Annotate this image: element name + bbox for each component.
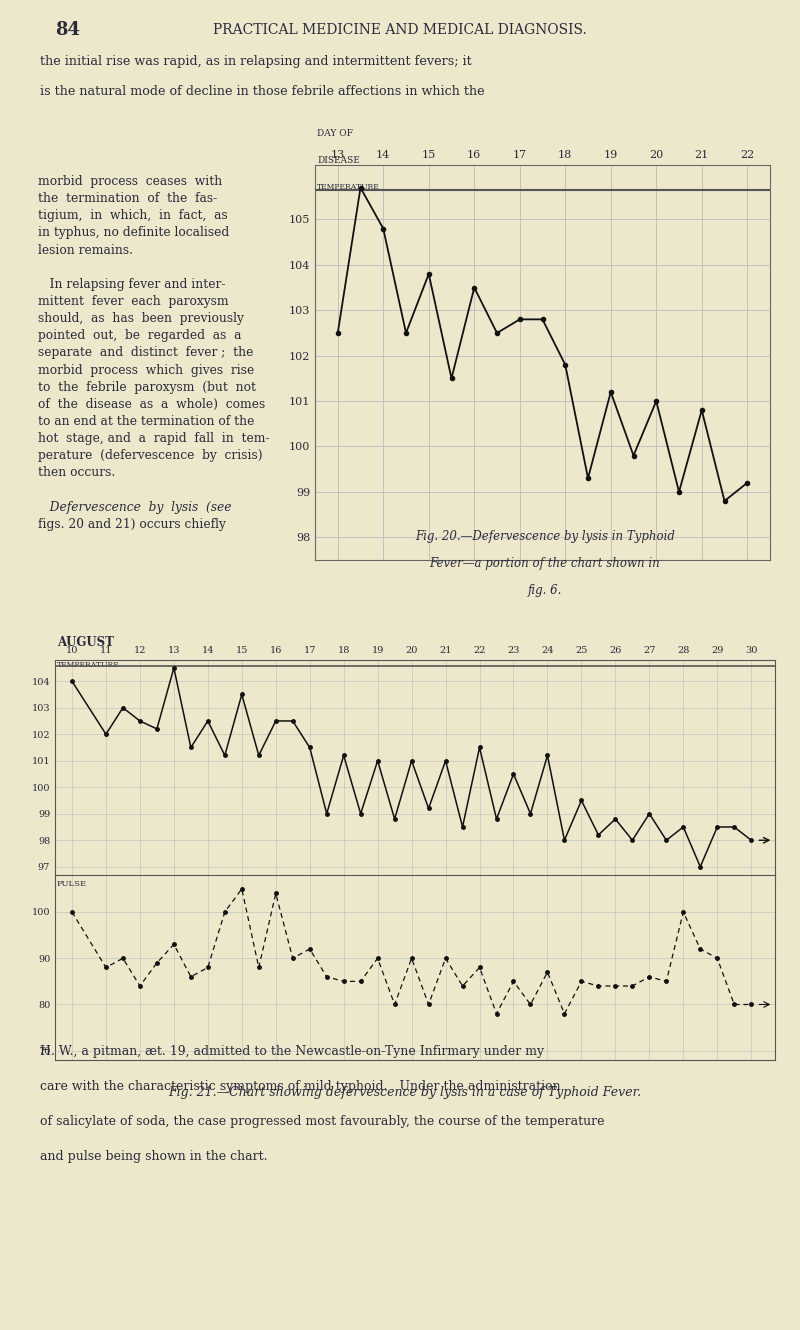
Text: morbid  process  which  gives  rise: morbid process which gives rise bbox=[38, 363, 254, 376]
Text: DISEASE: DISEASE bbox=[318, 156, 360, 165]
Text: of salicylate of soda, the case progressed most favourably, the course of the te: of salicylate of soda, the case progress… bbox=[40, 1115, 605, 1128]
Text: and pulse being shown in the chart.: and pulse being shown in the chart. bbox=[40, 1150, 267, 1164]
Text: to an end at the termination of the: to an end at the termination of the bbox=[38, 415, 254, 428]
Text: In relapsing fever and inter-: In relapsing fever and inter- bbox=[38, 278, 226, 291]
Text: PRACTICAL MEDICINE AND MEDICAL DIAGNOSIS.: PRACTICAL MEDICINE AND MEDICAL DIAGNOSIS… bbox=[213, 23, 587, 37]
Text: of  the  disease  as  a  whole)  comes: of the disease as a whole) comes bbox=[38, 398, 266, 411]
Text: 84: 84 bbox=[55, 21, 80, 39]
Text: the initial rise was rapid, as in relapsing and intermittent fevers; it: the initial rise was rapid, as in relaps… bbox=[40, 55, 472, 68]
Text: tigium,  in  which,  in  fact,  as: tigium, in which, in fact, as bbox=[38, 209, 228, 222]
Text: to  the  febrile  paroxysm  (but  not: to the febrile paroxysm (but not bbox=[38, 380, 256, 394]
Text: fig. 6.: fig. 6. bbox=[528, 584, 562, 597]
Text: H. W., a pitman, æt. 19, admitted to the Newcastle-on-Tyne Infirmary under my: H. W., a pitman, æt. 19, admitted to the… bbox=[40, 1045, 544, 1057]
Text: perature  (defervescence  by  crisis): perature (defervescence by crisis) bbox=[38, 450, 262, 463]
Text: figs. 20 and 21) occurs chiefly: figs. 20 and 21) occurs chiefly bbox=[38, 517, 226, 531]
Text: Fever—a portion of the chart shown in: Fever—a portion of the chart shown in bbox=[430, 557, 660, 571]
Text: Fig. 20.—Defervescence by lysis in Typhoid: Fig. 20.—Defervescence by lysis in Typho… bbox=[415, 529, 675, 543]
Text: care with the characteristic symptoms of mild typhoid.   Under the administratio: care with the characteristic symptoms of… bbox=[40, 1080, 561, 1093]
Text: morbid  process  ceases  with: morbid process ceases with bbox=[38, 176, 222, 188]
Text: should,  as  has  been  previously: should, as has been previously bbox=[38, 313, 244, 325]
Text: then occurs.: then occurs. bbox=[38, 467, 115, 479]
Text: lesion remains.: lesion remains. bbox=[38, 243, 133, 257]
Text: mittent  fever  each  paroxysm: mittent fever each paroxysm bbox=[38, 295, 229, 309]
Text: DAY OF: DAY OF bbox=[318, 129, 354, 138]
Text: PULSE: PULSE bbox=[57, 879, 87, 887]
Text: hot  stage, and  a  rapid  fall  in  tem-: hot stage, and a rapid fall in tem- bbox=[38, 432, 270, 446]
Text: pointed  out,  be  regarded  as  a: pointed out, be regarded as a bbox=[38, 330, 242, 342]
Text: AUGUST: AUGUST bbox=[57, 636, 114, 649]
Text: is the natural mode of decline in those febrile affections in which the: is the natural mode of decline in those … bbox=[40, 85, 485, 98]
Text: TEMPERATURE: TEMPERATURE bbox=[318, 184, 380, 192]
Text: TEMPERATURE: TEMPERATURE bbox=[57, 661, 119, 669]
Text: the  termination  of  the  fas-: the termination of the fas- bbox=[38, 192, 218, 205]
Text: Defervescence  by  lysis  (see: Defervescence by lysis (see bbox=[38, 500, 231, 513]
Text: separate  and  distinct  fever ;  the: separate and distinct fever ; the bbox=[38, 346, 254, 359]
Text: Fig. 21.—Chart showing defervescence by lysis in a case of Typhoid Fever.: Fig. 21.—Chart showing defervescence by … bbox=[168, 1087, 642, 1099]
Text: in typhus, no definite localised: in typhus, no definite localised bbox=[38, 226, 230, 239]
